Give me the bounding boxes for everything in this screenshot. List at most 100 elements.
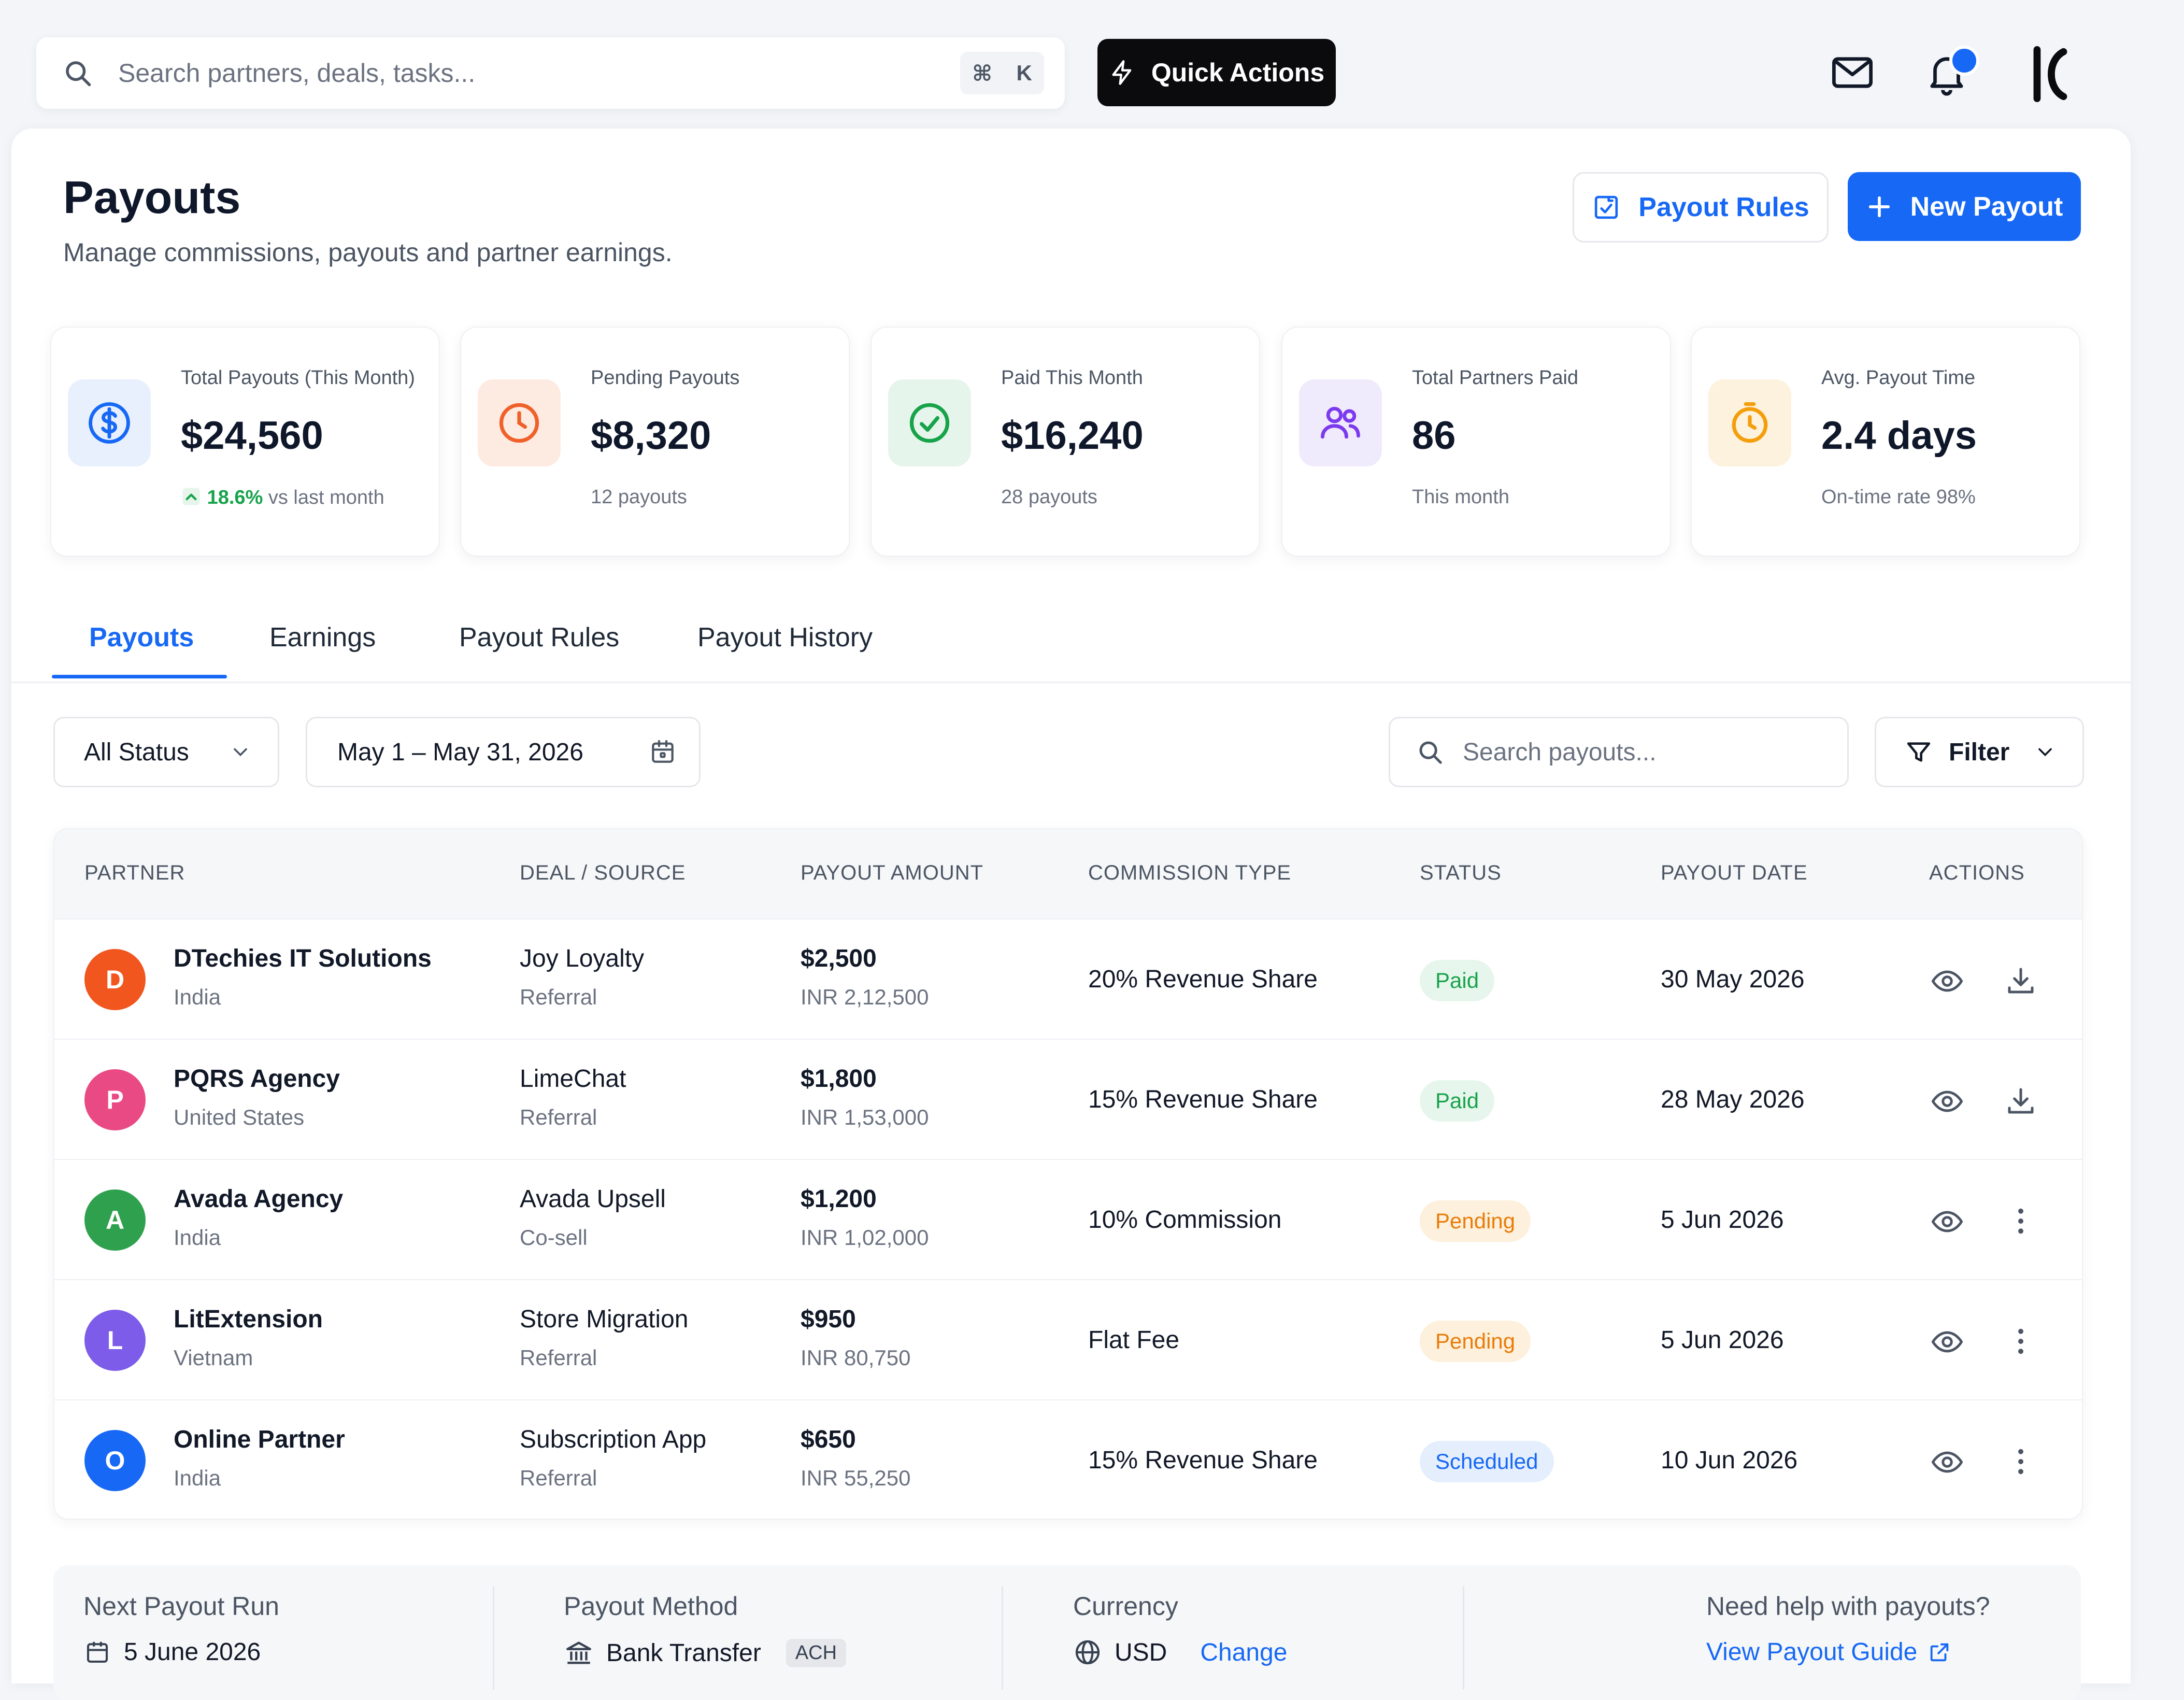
view-eye-icon[interactable]: [1930, 1205, 1964, 1239]
stat-label: Paid This Month: [1001, 367, 1143, 389]
check-circle-icon: [909, 403, 950, 443]
chevron-down-icon: [234, 748, 247, 757]
change-currency-link[interactable]: Change: [1200, 1638, 1288, 1666]
stat-card-partners-paid: Total Partners Paid 86 This month: [1281, 327, 1671, 557]
plus-icon: [1868, 196, 1890, 217]
partner-country: India: [174, 1225, 221, 1250]
stat-footer: On-time rate 98%: [1821, 486, 1976, 508]
download-icon[interactable]: [2004, 962, 2038, 999]
filter-icon: [1907, 742, 1931, 762]
quick-actions-button[interactable]: Quick Actions: [1097, 39, 1336, 106]
command-key: ⌘: [972, 61, 993, 86]
payout-rules-label: Payout Rules: [1638, 192, 1809, 222]
col-status: STATUS: [1420, 861, 1502, 884]
calendar-icon: [87, 1641, 108, 1663]
partner-country: India: [174, 1466, 221, 1490]
payout-search[interactable]: Search payouts...: [1389, 717, 1849, 787]
tab-payouts[interactable]: Payouts: [89, 622, 194, 653]
deal-source: Referral: [520, 1105, 597, 1129]
partner-name: Avada Agency: [174, 1185, 344, 1213]
status-badge: Paid: [1420, 960, 1495, 1001]
deal-name: LimeChat: [520, 1065, 626, 1093]
partner-country: India: [174, 985, 221, 1009]
stat-change: 18.6%: [207, 487, 263, 508]
stat-card-avg-payout-time: Avg. Payout Time 2.4 days On-time rate 9…: [1691, 327, 2080, 557]
payout-rules-button[interactable]: Payout Rules: [1573, 172, 1829, 243]
stat-card-total-payouts: Total Payouts (This Month) $24,560 18.6%…: [50, 327, 440, 557]
calendar-icon: [652, 740, 674, 763]
mail-icon[interactable]: [1829, 49, 1876, 96]
stat-value: $16,240: [1001, 414, 1144, 458]
table-row[interactable]: O Online Partner India Subscription App …: [54, 1399, 2082, 1519]
avatar: L: [84, 1310, 146, 1371]
view-eye-icon[interactable]: [1930, 1445, 1964, 1479]
col-payout-date: PAYOUT DATE: [1661, 861, 1808, 884]
tab-payout-rules[interactable]: Payout Rules: [459, 622, 620, 653]
stat-change-label: vs last month: [268, 487, 384, 508]
payout-amount: $1,800: [801, 1065, 877, 1093]
currency-value: USD Change: [1073, 1638, 1287, 1667]
timer-icon: [1732, 402, 1768, 443]
date-range-picker[interactable]: May 1 – May 31, 2026: [306, 717, 701, 787]
payout-amount-inr: INR 1,53,000: [801, 1105, 929, 1129]
stat-icon-box: [1708, 379, 1791, 466]
deal-source: Referral: [520, 985, 597, 1009]
avatar: P: [84, 1069, 146, 1130]
table-row[interactable]: L LitExtension Vietnam Store Migration R…: [54, 1279, 2082, 1400]
stat-footer: 12 payouts: [591, 486, 687, 508]
more-vertical-icon[interactable]: [2004, 1323, 2038, 1360]
global-search[interactable]: ⌘ K: [36, 37, 1065, 109]
commission-type: Flat Fee: [1088, 1326, 1180, 1354]
global-search-input[interactable]: [117, 58, 845, 89]
view-eye-icon[interactable]: [1930, 1084, 1964, 1118]
method-value: Bank Transfer ACH: [564, 1638, 847, 1668]
stat-label: Pending Payouts: [591, 367, 740, 389]
payout-amount-inr: INR 2,12,500: [801, 985, 929, 1009]
stat-label: Total Partners Paid: [1412, 367, 1579, 389]
more-vertical-icon[interactable]: [2004, 1443, 2038, 1480]
avatar: A: [84, 1189, 146, 1251]
quick-actions-label: Quick Actions: [1151, 58, 1325, 87]
stat-value: $8,320: [591, 414, 711, 458]
view-payout-guide-link[interactable]: View Payout Guide: [1706, 1638, 1951, 1666]
filter-label: Filter: [1949, 738, 2010, 766]
table-row[interactable]: P PQRS Agency United States LimeChat Ref…: [54, 1039, 2082, 1160]
payout-amount-inr: INR 55,250: [801, 1466, 911, 1490]
deal-name: Subscription App: [520, 1426, 707, 1453]
stat-icon-box: [1299, 379, 1382, 466]
new-payout-button[interactable]: New Payout: [1848, 172, 2081, 241]
page-title: Payouts: [63, 172, 241, 223]
more-vertical-icon[interactable]: [2004, 1202, 2038, 1240]
partner-name: Online Partner: [174, 1426, 345, 1453]
table-row[interactable]: A Avada Agency India Avada Upsell Co-sel…: [54, 1159, 2082, 1280]
date-range-label: May 1 – May 31, 2026: [337, 738, 583, 766]
deal-source: Referral: [520, 1345, 597, 1370]
divider: [1002, 1586, 1003, 1690]
payout-amount-inr: INR 80,750: [801, 1345, 911, 1370]
filter-button[interactable]: Filter: [1875, 717, 2084, 787]
table-header: PARTNER DEAL / SOURCE PAYOUT AMOUNT COMM…: [54, 829, 2082, 918]
divider: [1463, 1586, 1464, 1690]
col-partner: PARTNER: [84, 861, 185, 884]
globe-icon: [1075, 1640, 1100, 1665]
col-actions: ACTIONS: [1929, 861, 2025, 884]
search-icon: [66, 61, 91, 87]
tab-payout-history[interactable]: Payout History: [697, 622, 873, 653]
commission-type: 10% Commission: [1088, 1206, 1282, 1234]
payout-amount-inr: INR 1,02,000: [801, 1225, 929, 1250]
payout-amount: $650: [801, 1426, 856, 1453]
table-row[interactable]: D DTechies IT Solutions India Joy Loyalt…: [54, 918, 2082, 1040]
partner-name: PQRS Agency: [174, 1065, 340, 1093]
status-dropdown[interactable]: All Status: [53, 717, 279, 787]
view-eye-icon[interactable]: [1930, 1325, 1964, 1359]
status-badge: Pending: [1420, 1321, 1531, 1362]
download-icon[interactable]: [2004, 1082, 2038, 1120]
top-bar: ⌘ K Quick Actions: [0, 0, 2184, 130]
stat-value: $24,560: [181, 414, 323, 458]
commission-type: 20% Revenue Share: [1088, 966, 1318, 993]
notification-badge: [1949, 46, 1979, 76]
tab-earnings[interactable]: Earnings: [269, 622, 376, 653]
view-eye-icon[interactable]: [1930, 964, 1964, 998]
stat-value: 2.4 days: [1821, 414, 1977, 458]
col-commission-type: COMMISSION TYPE: [1088, 861, 1292, 884]
